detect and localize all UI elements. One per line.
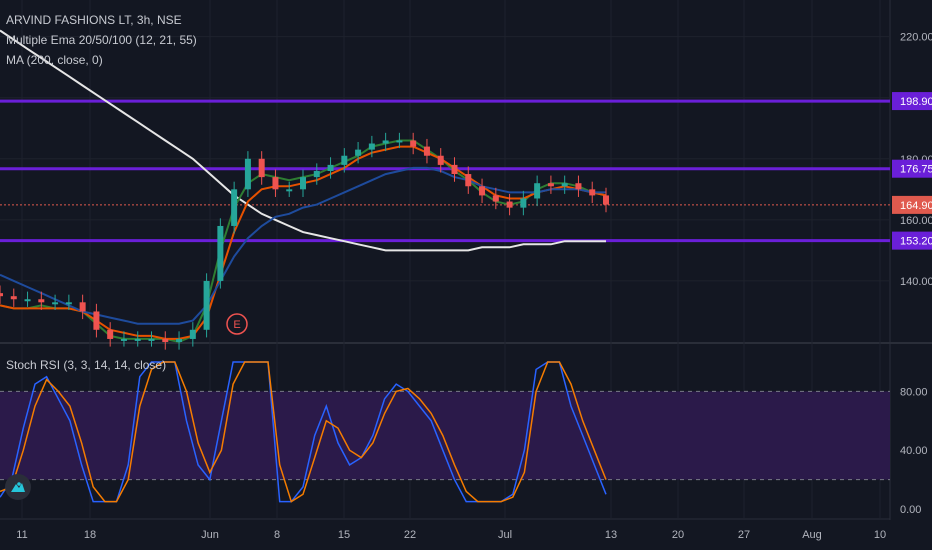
candle (176, 338, 183, 342)
candle (547, 183, 554, 187)
level-tag (892, 231, 932, 250)
level-tag-label: 198.90 (900, 96, 932, 108)
ema-legend[interactable]: Multiple Ema 20/50/100 (12, 21, 55) (6, 33, 197, 47)
candle (258, 158, 265, 178)
date-tick-label: Jun (201, 529, 219, 541)
date-tick-label: 18 (84, 529, 96, 541)
candle (492, 195, 499, 202)
candle (368, 143, 375, 150)
level-tag-label: 164.90 (900, 200, 932, 212)
date-tick-label: Aug (802, 529, 822, 541)
stoch-legend[interactable]: Stoch RSI (3, 3, 14, 14, close) (6, 358, 167, 372)
date-tick-label: 27 (738, 529, 750, 541)
price-tick-label: 220.00 (900, 32, 932, 44)
earnings-event-label: E (233, 319, 240, 331)
ma200-series (0, 29, 606, 252)
candle (217, 225, 224, 281)
candle (327, 164, 334, 171)
date-tick-label: 10 (874, 529, 886, 541)
candle (575, 183, 582, 190)
symbol-title[interactable]: ARVIND FASHIONS LT, 3h, NSE (6, 13, 182, 27)
level-tag-label: 153.20 (900, 236, 932, 248)
candle (24, 299, 31, 302)
candle (162, 338, 169, 342)
stoch-band (0, 390, 890, 481)
candle (189, 329, 196, 339)
candle (231, 189, 238, 226)
date-tick-label: 22 (404, 529, 416, 541)
ema-series (0, 166, 606, 325)
candle (10, 296, 17, 300)
date-tick-label: 20 (672, 529, 684, 541)
level-tag (892, 159, 932, 178)
candle (93, 311, 100, 330)
level-tag (892, 92, 932, 111)
date-tick-label: 8 (274, 529, 280, 541)
candle (479, 186, 486, 196)
candle (38, 299, 45, 303)
candle (148, 338, 155, 341)
date-tick-label: 15 (338, 529, 350, 541)
candle (396, 140, 403, 143)
candle (244, 158, 251, 190)
candle (120, 338, 127, 341)
candles: E (0, 132, 609, 350)
date-tick-label: 13 (605, 529, 617, 541)
candle (534, 183, 541, 199)
price-tick-label: 140.00 (900, 276, 932, 288)
candle (437, 155, 444, 165)
candle (506, 201, 513, 208)
stoch-band-fill (0, 391, 890, 480)
ma200-line (0, 29, 606, 252)
candle (382, 140, 389, 144)
candle (300, 177, 306, 190)
candle (423, 146, 430, 156)
candle (355, 149, 362, 156)
stoch-tick-label: 80.00 (900, 386, 928, 398)
candle (561, 183, 568, 187)
level-tag (892, 195, 932, 214)
candle (272, 177, 279, 190)
level-tag-label: 176.75 (900, 164, 932, 176)
candle (65, 302, 72, 305)
candle (520, 198, 527, 208)
candle (79, 302, 86, 312)
axes: 220.00 18 0.00 160.00 140.00 198.90 176.75 164.… (16, 32, 932, 541)
candle (286, 189, 293, 192)
candle (589, 189, 596, 196)
tradingview-logo-icon[interactable] (5, 474, 31, 500)
candle (410, 140, 417, 147)
candle (203, 280, 210, 330)
candle (134, 338, 141, 341)
horizontal-levels (0, 99, 890, 243)
candle (107, 329, 114, 339)
candle (313, 171, 320, 178)
price-tick-label: 160.00 (900, 215, 932, 227)
ma-legend[interactable]: MA (200, close, 0) (6, 53, 103, 67)
date-tick-label: 11 (16, 529, 27, 541)
candle (0, 293, 3, 297)
stoch-d-series (0, 361, 607, 503)
candle (52, 302, 59, 305)
candle (603, 195, 609, 205)
stoch-lines (0, 361, 607, 503)
stoch-tick-label: 0.00 (900, 504, 921, 516)
earnings-event-marker (226, 313, 248, 335)
candle (341, 155, 348, 165)
stoch-tick-label: 40.00 (900, 445, 928, 457)
date-tick-label: Jul (498, 529, 512, 541)
candle (451, 164, 458, 175)
stoch-k-series (0, 361, 607, 503)
candle (465, 174, 472, 187)
